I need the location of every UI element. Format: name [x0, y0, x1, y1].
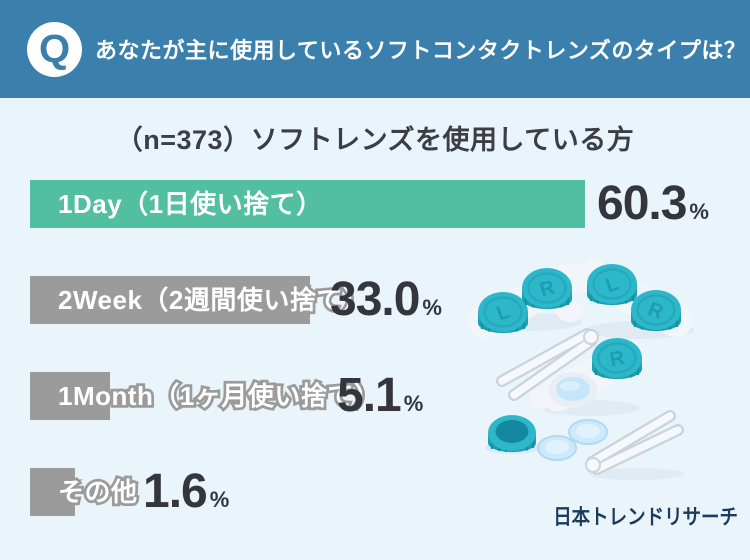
bar-row: 2Week（2週間使い捨て） 33.0 %	[30, 273, 730, 326]
contact-lens	[537, 435, 577, 461]
question-header: Q あなたが主に使用しているソフトコンタクトレンズのタイプは？	[0, 0, 750, 98]
value-number: 5.1	[337, 369, 402, 422]
bar-row: その他 1.6 %	[30, 465, 730, 518]
lens-case-closed-left: L R	[467, 262, 586, 339]
bar-row: 1Day（1日使い捨て） 60.3 %	[30, 177, 730, 230]
brand-logo: 日本トレンドリサーチ	[553, 506, 738, 529]
q-badge-label: Q	[38, 26, 71, 71]
bar: 2Week（2週間使い捨て）	[30, 276, 372, 324]
value-number: 60.3	[597, 177, 687, 230]
value-unit: %	[689, 199, 709, 224]
open-cap	[488, 415, 536, 452]
contact-lens-case-illustration: L R L R R	[467, 258, 694, 480]
bar-label: その他	[55, 474, 139, 510]
value-unit: %	[209, 487, 230, 512]
question-title: あなたが主に使用しているソフトコンタクトレンズのタイプは？	[95, 38, 747, 63]
value-number: 33.0	[330, 273, 420, 326]
value-unit: %	[403, 391, 424, 416]
bar-value: 60.3 %	[597, 175, 709, 233]
bar-label: 2Week（2週間使い捨て）	[55, 282, 371, 318]
contact-lens	[568, 419, 608, 445]
lens-case-open: R	[530, 336, 646, 412]
bar: 1Month（1ヶ月使い捨て）	[30, 372, 383, 420]
tweezers-icon	[585, 410, 684, 475]
value-number: 1.6	[143, 465, 208, 518]
bar-label: 1Day（1日使い捨て）	[58, 189, 323, 219]
cap-letter-R: R	[608, 347, 627, 372]
tweezers-icon	[496, 328, 599, 401]
lens-case-closed-right: L R	[575, 258, 693, 338]
bar-row: 1Month（1ヶ月使い捨て） 5.1 %	[30, 369, 730, 422]
bar: 1Day（1日使い捨て）	[30, 180, 585, 228]
bar-value: 5.1 %	[337, 367, 423, 425]
bar-value: 33.0 %	[330, 271, 442, 329]
bar-label: 1Month（1ヶ月使い捨て）	[55, 378, 382, 414]
bar: その他	[30, 468, 140, 516]
sample-subtitle: （n=373）ソフトレンズを使用している方	[115, 125, 635, 155]
bar-value: 1.6 %	[143, 463, 229, 521]
value-unit: %	[422, 295, 442, 320]
q-badge-icon: Q	[27, 21, 82, 77]
cap-letter-R: R	[537, 276, 557, 301]
